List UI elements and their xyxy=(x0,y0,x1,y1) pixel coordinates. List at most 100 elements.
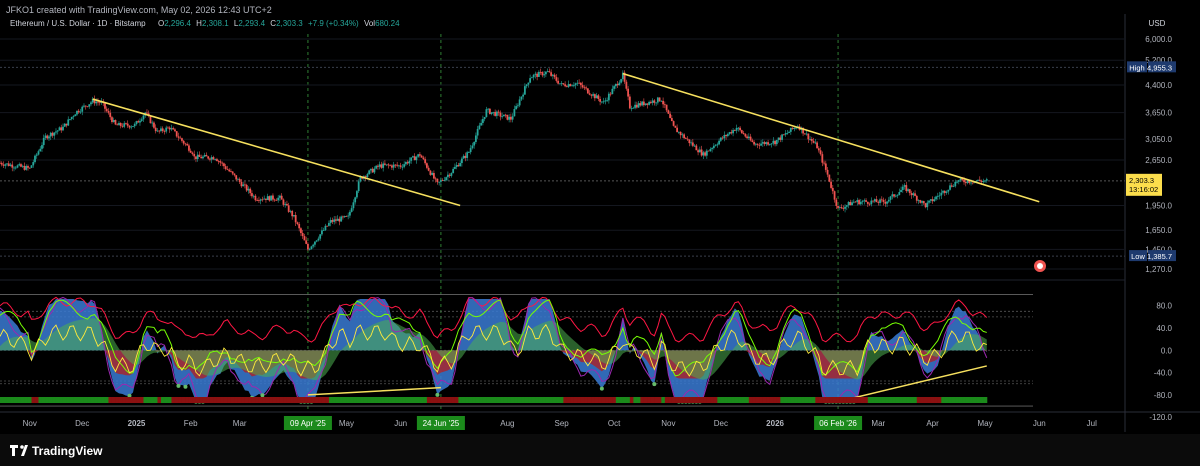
regime-bar-segment xyxy=(150,397,155,403)
oscillator-pane[interactable] xyxy=(0,294,1033,407)
divergence-line[interactable] xyxy=(837,365,987,403)
candle-body xyxy=(782,134,785,136)
candle-body xyxy=(27,166,29,168)
candle-body xyxy=(298,224,301,229)
candle-body xyxy=(754,143,757,145)
candle xyxy=(697,148,699,156)
time-axis[interactable]: Nov Dec 2025 Feb Mar May Jun Aug Sep Oct Nov Dec 202… xyxy=(23,416,1097,430)
trendline[interactable] xyxy=(92,98,461,207)
candle xyxy=(53,132,56,140)
regime-bar-segment xyxy=(461,397,466,403)
candle xyxy=(342,215,344,220)
trendline[interactable] xyxy=(622,72,1040,203)
regime-bar-segment xyxy=(808,397,813,403)
candle xyxy=(228,168,231,173)
candle-body xyxy=(364,176,367,178)
candle xyxy=(896,194,899,199)
candle-body xyxy=(473,142,476,146)
candle xyxy=(172,126,175,130)
symbol-title[interactable]: Ethereum / U.S. Dollar · 1D · Bitstamp xyxy=(10,19,146,28)
candle-body xyxy=(70,116,73,120)
candle-body xyxy=(447,174,449,178)
candle xyxy=(240,179,243,188)
candle-body xyxy=(761,142,764,144)
regime-bar-segment xyxy=(381,397,386,403)
candle xyxy=(56,130,59,135)
regime-bar-segment xyxy=(661,397,666,403)
candle-body xyxy=(455,165,458,167)
regime-bar-segment xyxy=(913,397,918,403)
candle-body xyxy=(513,109,516,117)
candle-body xyxy=(627,88,630,97)
candle xyxy=(772,137,775,146)
regime-bar-segment xyxy=(906,397,911,403)
regime-bar-segment xyxy=(122,397,127,403)
candle xyxy=(821,151,824,167)
candle-body xyxy=(46,135,49,139)
candle xyxy=(79,108,82,115)
candle-body xyxy=(859,201,862,205)
time-tick-label: Nov xyxy=(23,419,37,428)
candle xyxy=(277,195,280,203)
candle xyxy=(936,192,939,200)
candle xyxy=(852,199,855,204)
candle-body xyxy=(209,158,211,160)
candle-body xyxy=(735,127,738,131)
candle xyxy=(196,151,199,162)
candle-body xyxy=(805,133,808,135)
candle-body xyxy=(543,74,546,76)
date-marker-badge[interactable] xyxy=(416,416,465,430)
candle-body xyxy=(625,81,628,89)
candle xyxy=(786,130,789,135)
regime-bar-segment xyxy=(426,397,431,403)
regime-bar-segment xyxy=(762,397,767,403)
regime-bar-segment xyxy=(321,397,326,403)
regime-bar-segment xyxy=(556,397,561,403)
date-marker-badge[interactable] xyxy=(814,416,863,430)
regime-bar-segment xyxy=(591,397,596,403)
candle xyxy=(555,74,558,83)
regime-bar-segment xyxy=(48,397,53,403)
candle-body xyxy=(95,101,98,104)
candle-body xyxy=(964,182,967,184)
price-axis[interactable]: 6,000.0 5,200.0 4,400.0 3,650.0 3,050.0 2,650… xyxy=(1126,35,1176,422)
candle xyxy=(431,171,434,176)
candle-body xyxy=(868,203,871,205)
regime-bar-segment xyxy=(759,397,764,403)
brand-name[interactable]: TradingView xyxy=(32,444,103,458)
regime-bar-segment xyxy=(864,397,869,403)
candle-body xyxy=(658,97,661,102)
regime-bar-segment xyxy=(895,397,900,403)
candle xyxy=(875,195,878,203)
candle-body xyxy=(111,117,113,123)
candle xyxy=(14,166,17,170)
candle xyxy=(611,85,614,95)
candle xyxy=(105,106,108,113)
author-line: JFKO1 created with TradingView.com, May … xyxy=(6,5,272,15)
date-marker-badge[interactable] xyxy=(283,416,332,430)
candle xyxy=(607,91,610,104)
candle xyxy=(347,212,350,220)
candle-body xyxy=(492,111,495,113)
candle-body xyxy=(921,201,923,203)
regime-bar-segment xyxy=(360,397,365,403)
candle-body xyxy=(30,165,33,168)
regime-bar-segment xyxy=(563,397,568,403)
regime-bar-segment xyxy=(430,397,435,403)
candle-body xyxy=(952,186,955,187)
candle-body xyxy=(896,195,899,196)
alert-icon[interactable] xyxy=(1034,260,1046,272)
candle xyxy=(700,145,703,157)
candle xyxy=(817,146,820,153)
divergence-line[interactable] xyxy=(307,386,441,396)
candle-body xyxy=(935,196,937,200)
price-tick-label: 1,950.0 xyxy=(1145,201,1172,210)
price-pane[interactable] xyxy=(0,38,1125,272)
candle-body xyxy=(336,218,339,221)
candle-body xyxy=(593,94,596,99)
currency-label[interactable]: USD xyxy=(1149,19,1166,28)
candle xyxy=(856,197,859,206)
candle xyxy=(266,193,269,201)
candle-body xyxy=(174,129,176,132)
candle-body xyxy=(133,124,136,127)
